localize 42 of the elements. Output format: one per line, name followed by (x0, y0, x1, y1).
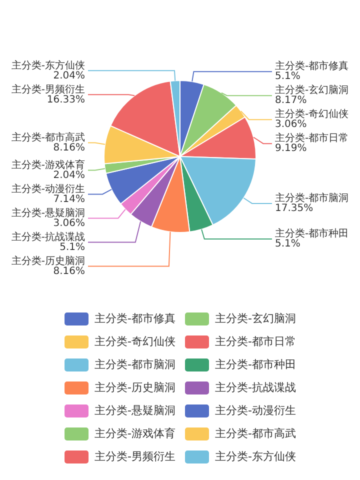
legend-label: 主分类-历史脑洞 (94, 380, 176, 394)
data-label: 5.1% (275, 238, 300, 250)
legend-label: 主分类-东方仙侠 (215, 450, 296, 463)
legend-label: 主分类-都市脑洞 (94, 358, 176, 371)
slice-label: 主分类-悬疑脑洞 (11, 206, 85, 219)
slice-label: 主分类-都市种田 (275, 228, 349, 240)
data-label: 5.1% (275, 71, 300, 82)
data-label: 5.1% (60, 242, 85, 253)
data-label: 3.06% (275, 119, 307, 130)
data-label: 8.17% (275, 95, 307, 106)
legend-label: 主分类-奇幻仙侠 (94, 334, 176, 348)
legend-label: 主分类-都市高武 (215, 426, 296, 440)
data-label: 8.16% (53, 142, 85, 154)
slice-label: 主分类-游戏体育 (11, 158, 85, 171)
slice-label: 主分类-男频衍生 (11, 83, 85, 96)
data-label: 16.33% (46, 94, 85, 106)
slice-label: 主分类-都市日常 (275, 132, 349, 144)
data-label: 8.16% (53, 266, 85, 277)
slice-label: 主分类-奇幻仙侠 (275, 108, 349, 120)
legend-label: 主分类-都市日常 (215, 334, 296, 348)
data-label: 9.19% (275, 143, 307, 154)
slice-label: 主分类-动漫衍生 (11, 182, 85, 195)
legend-label: 主分类-都市种田 (215, 358, 296, 371)
legend-label: 主分类-悬疑脑洞 (94, 404, 176, 417)
legend-label: 主分类-玄幻脑洞 (215, 312, 296, 325)
slice-label: 主分类-都市高武 (11, 131, 85, 144)
data-label: 2.04% (53, 70, 85, 82)
slice-label: 主分类-东方仙侠 (11, 59, 85, 72)
slice-label: 主分类-玄幻脑洞 (275, 84, 349, 96)
data-label: 3.06% (53, 218, 85, 229)
legend-label: 主分类-男频衍生 (94, 450, 176, 463)
slice-label: 主分类-都市脑洞 (275, 192, 349, 204)
legend-label: 主分类-都市修真 (94, 312, 176, 325)
data-label: 7.14% (53, 194, 85, 205)
data-label: 17.35% (275, 203, 314, 214)
slice-label: 主分类-都市修真 (275, 60, 349, 72)
legend-label: 主分类-抗战谍战 (215, 380, 296, 394)
slice-label: 主分类-抗战谍战 (11, 230, 85, 243)
legend-label: 主分类-游戏体育 (94, 426, 176, 440)
legend-label: 主分类-动漫衍生 (215, 404, 296, 417)
slice-label: 主分类-历史脑洞 (11, 254, 85, 267)
data-label: 2.04% (53, 170, 85, 181)
